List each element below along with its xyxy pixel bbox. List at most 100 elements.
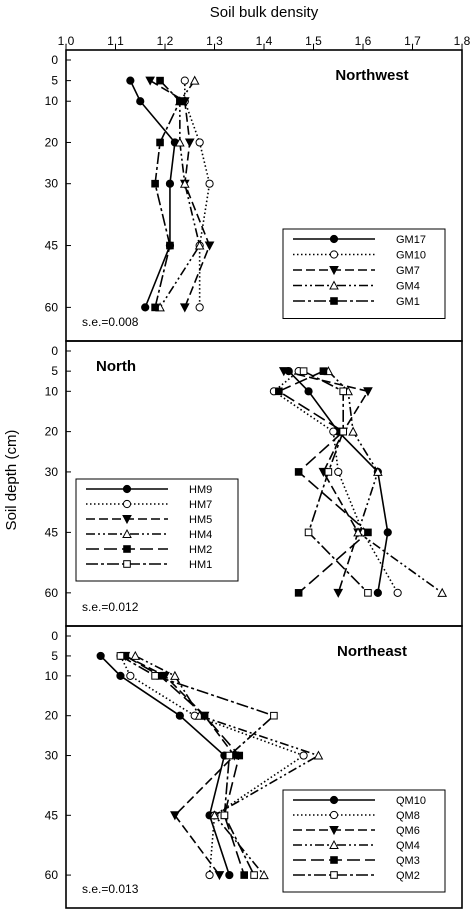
- series-line: [120, 655, 276, 876]
- data-point: [275, 387, 283, 396]
- legend: GM17 GM10 GM7 GM4 GM1: [282, 228, 446, 319]
- data-point: [329, 826, 339, 836]
- series-line: [125, 655, 236, 876]
- panels: 051020304560Northwests.e.=0.008GM17GM10G…: [45, 49, 463, 909]
- data-point: [170, 811, 180, 821]
- data-point: [383, 528, 392, 537]
- series-line: [288, 370, 389, 593]
- x-tick-label: 1.4: [256, 34, 273, 48]
- data-point: [319, 367, 328, 375]
- x-axis: 1.0 1.1 1.2 1.3 1.4 1.5 1.6 1.7 1.8: [58, 34, 471, 50]
- data-point: [116, 671, 125, 680]
- y-tick-label: 30: [45, 749, 59, 763]
- legend-label: HM1: [189, 559, 212, 571]
- data-point: [130, 650, 141, 660]
- series-line: [327, 370, 443, 594]
- legend-box: [282, 228, 446, 319]
- data-point: [200, 711, 209, 720]
- data-point: [126, 76, 135, 85]
- legend: QM10 QM8 QM6 QM4 QM3 QM2: [282, 789, 446, 893]
- data-point: [393, 588, 402, 597]
- data-point: [170, 670, 180, 680]
- data-point: [329, 234, 339, 244]
- series-gm7: [145, 76, 215, 313]
- y-tick-label: 5: [51, 649, 58, 663]
- data-point: [329, 839, 339, 849]
- panel-region-label: Northwest: [335, 67, 408, 84]
- data-point: [330, 871, 338, 879]
- data-point: [205, 870, 214, 880]
- y-tick-label: 45: [45, 239, 59, 253]
- data-point: [259, 870, 269, 880]
- legend-label: HM4: [189, 529, 212, 541]
- data-point: [220, 811, 229, 820]
- x-tick-label: 1.5: [305, 34, 322, 48]
- data-point: [329, 250, 339, 259]
- legend-label: GM17: [396, 234, 426, 246]
- data-point: [116, 652, 125, 660]
- series-hm5: [278, 367, 373, 598]
- panel-northeast: 051020304560Northeasts.e.=0.013QM10QM8QM…: [45, 625, 463, 909]
- legend-label: QM6: [396, 825, 420, 837]
- legend-label: GM4: [396, 281, 420, 293]
- data-point: [179, 178, 190, 188]
- data-point: [324, 468, 333, 476]
- data-point: [339, 387, 347, 396]
- y-tick-label: 10: [45, 94, 59, 108]
- data-point: [225, 870, 234, 880]
- data-point: [145, 76, 155, 86]
- data-point: [141, 303, 150, 312]
- series-line: [159, 80, 201, 308]
- data-point: [334, 467, 343, 477]
- data-point: [437, 587, 448, 597]
- data-point: [329, 280, 339, 290]
- data-point: [209, 810, 220, 820]
- series-line: [119, 655, 306, 876]
- series-line: [283, 370, 370, 594]
- data-point: [166, 241, 174, 250]
- legend-label: QM8: [396, 810, 420, 822]
- legend-label: GM1: [396, 296, 420, 308]
- y-tick-label: 45: [45, 808, 59, 822]
- data-point: [151, 672, 159, 680]
- series-hm4: [323, 366, 448, 597]
- data-point: [122, 484, 132, 494]
- series-line: [125, 655, 245, 876]
- y-tick-label: 60: [45, 868, 59, 882]
- legend-label: GM7: [396, 265, 420, 277]
- data-point: [122, 528, 132, 538]
- x-tick-label: 1.1: [107, 34, 124, 48]
- data-point: [151, 303, 159, 312]
- data-point: [156, 76, 164, 85]
- data-point: [179, 303, 190, 313]
- y-tick-label: 20: [45, 709, 59, 723]
- x-tick-label: 1.3: [206, 34, 223, 48]
- data-point: [329, 427, 338, 436]
- x-tick-label: 1.0: [58, 34, 75, 48]
- data-point: [329, 795, 339, 805]
- data-point: [373, 588, 382, 597]
- legend-label: HM9: [189, 484, 212, 496]
- data-point: [176, 97, 184, 106]
- data-point: [330, 297, 338, 305]
- series-qm10: [96, 651, 234, 880]
- x-tick-label: 1.7: [404, 34, 421, 48]
- panel-region-label: North: [96, 358, 136, 375]
- standard-error-label: s.e.=0.013: [82, 882, 139, 896]
- y-tick-label: 60: [45, 300, 59, 314]
- standard-error-label: s.e.=0.012: [82, 600, 139, 614]
- series-hm7: [269, 367, 402, 597]
- data-point: [122, 515, 132, 525]
- data-point: [353, 527, 363, 537]
- y-tick-label: 5: [51, 74, 58, 88]
- legend-label: GM10: [396, 250, 426, 262]
- x-axis-title: Soil bulk density: [210, 4, 319, 21]
- legend-label: QM2: [396, 870, 420, 882]
- y-axis-title: Soil depth (cm): [3, 430, 20, 531]
- legend-label: HM2: [189, 544, 212, 556]
- series-hm1: [299, 367, 372, 597]
- data-point: [189, 75, 200, 85]
- data-point: [165, 179, 175, 188]
- series-hm2: [275, 367, 372, 597]
